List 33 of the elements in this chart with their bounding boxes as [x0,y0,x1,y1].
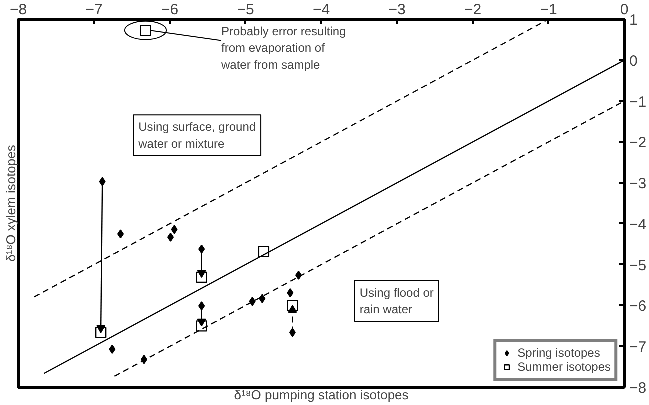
y-tick-label: −3 [630,176,647,193]
point [109,344,116,354]
x-tick-label: −7 [86,2,103,18]
y-tick-label: −8 [630,380,647,397]
annotation: Using surface, ground water or mixture [138,120,256,151]
x-tick-label: −1 [540,2,558,18]
point [249,297,256,306]
point [287,288,294,298]
legend-label: Spring isotopes [518,346,600,360]
x-tick-label: −4 [312,2,330,18]
legend-label: Summer isotopes [518,360,611,374]
point [167,232,174,242]
y-tick-label: −6 [630,298,647,316]
y-tick-label: −4 [630,216,647,234]
y-tick-label: 0 [630,52,638,70]
y-tick-label: −5 [630,257,647,274]
point [296,270,302,280]
x-tick-label: −3 [388,2,406,18]
point [259,294,266,304]
y-tick-label: 1 [630,12,638,29]
x-axis-title: δ¹⁸O pumping station isotopes [234,388,410,402]
point [171,225,178,234]
x-tick-label: −8 [10,2,28,18]
x-tick-label: −5 [237,2,254,18]
y-tick-label: −2 [630,134,647,152]
x-tick-label: −2 [464,2,482,18]
annotation: Using flood or rain water [360,286,434,317]
y-tick-label: −1 [630,94,647,111]
y-axis-title: δ¹⁸O xylem isotopes [4,144,18,262]
point [117,230,124,239]
y-tick-label: −7 [630,339,647,356]
annotation: Probably error resulting from evaporation of water from sample [220,24,346,72]
x-tick-label: −6 [161,2,179,18]
